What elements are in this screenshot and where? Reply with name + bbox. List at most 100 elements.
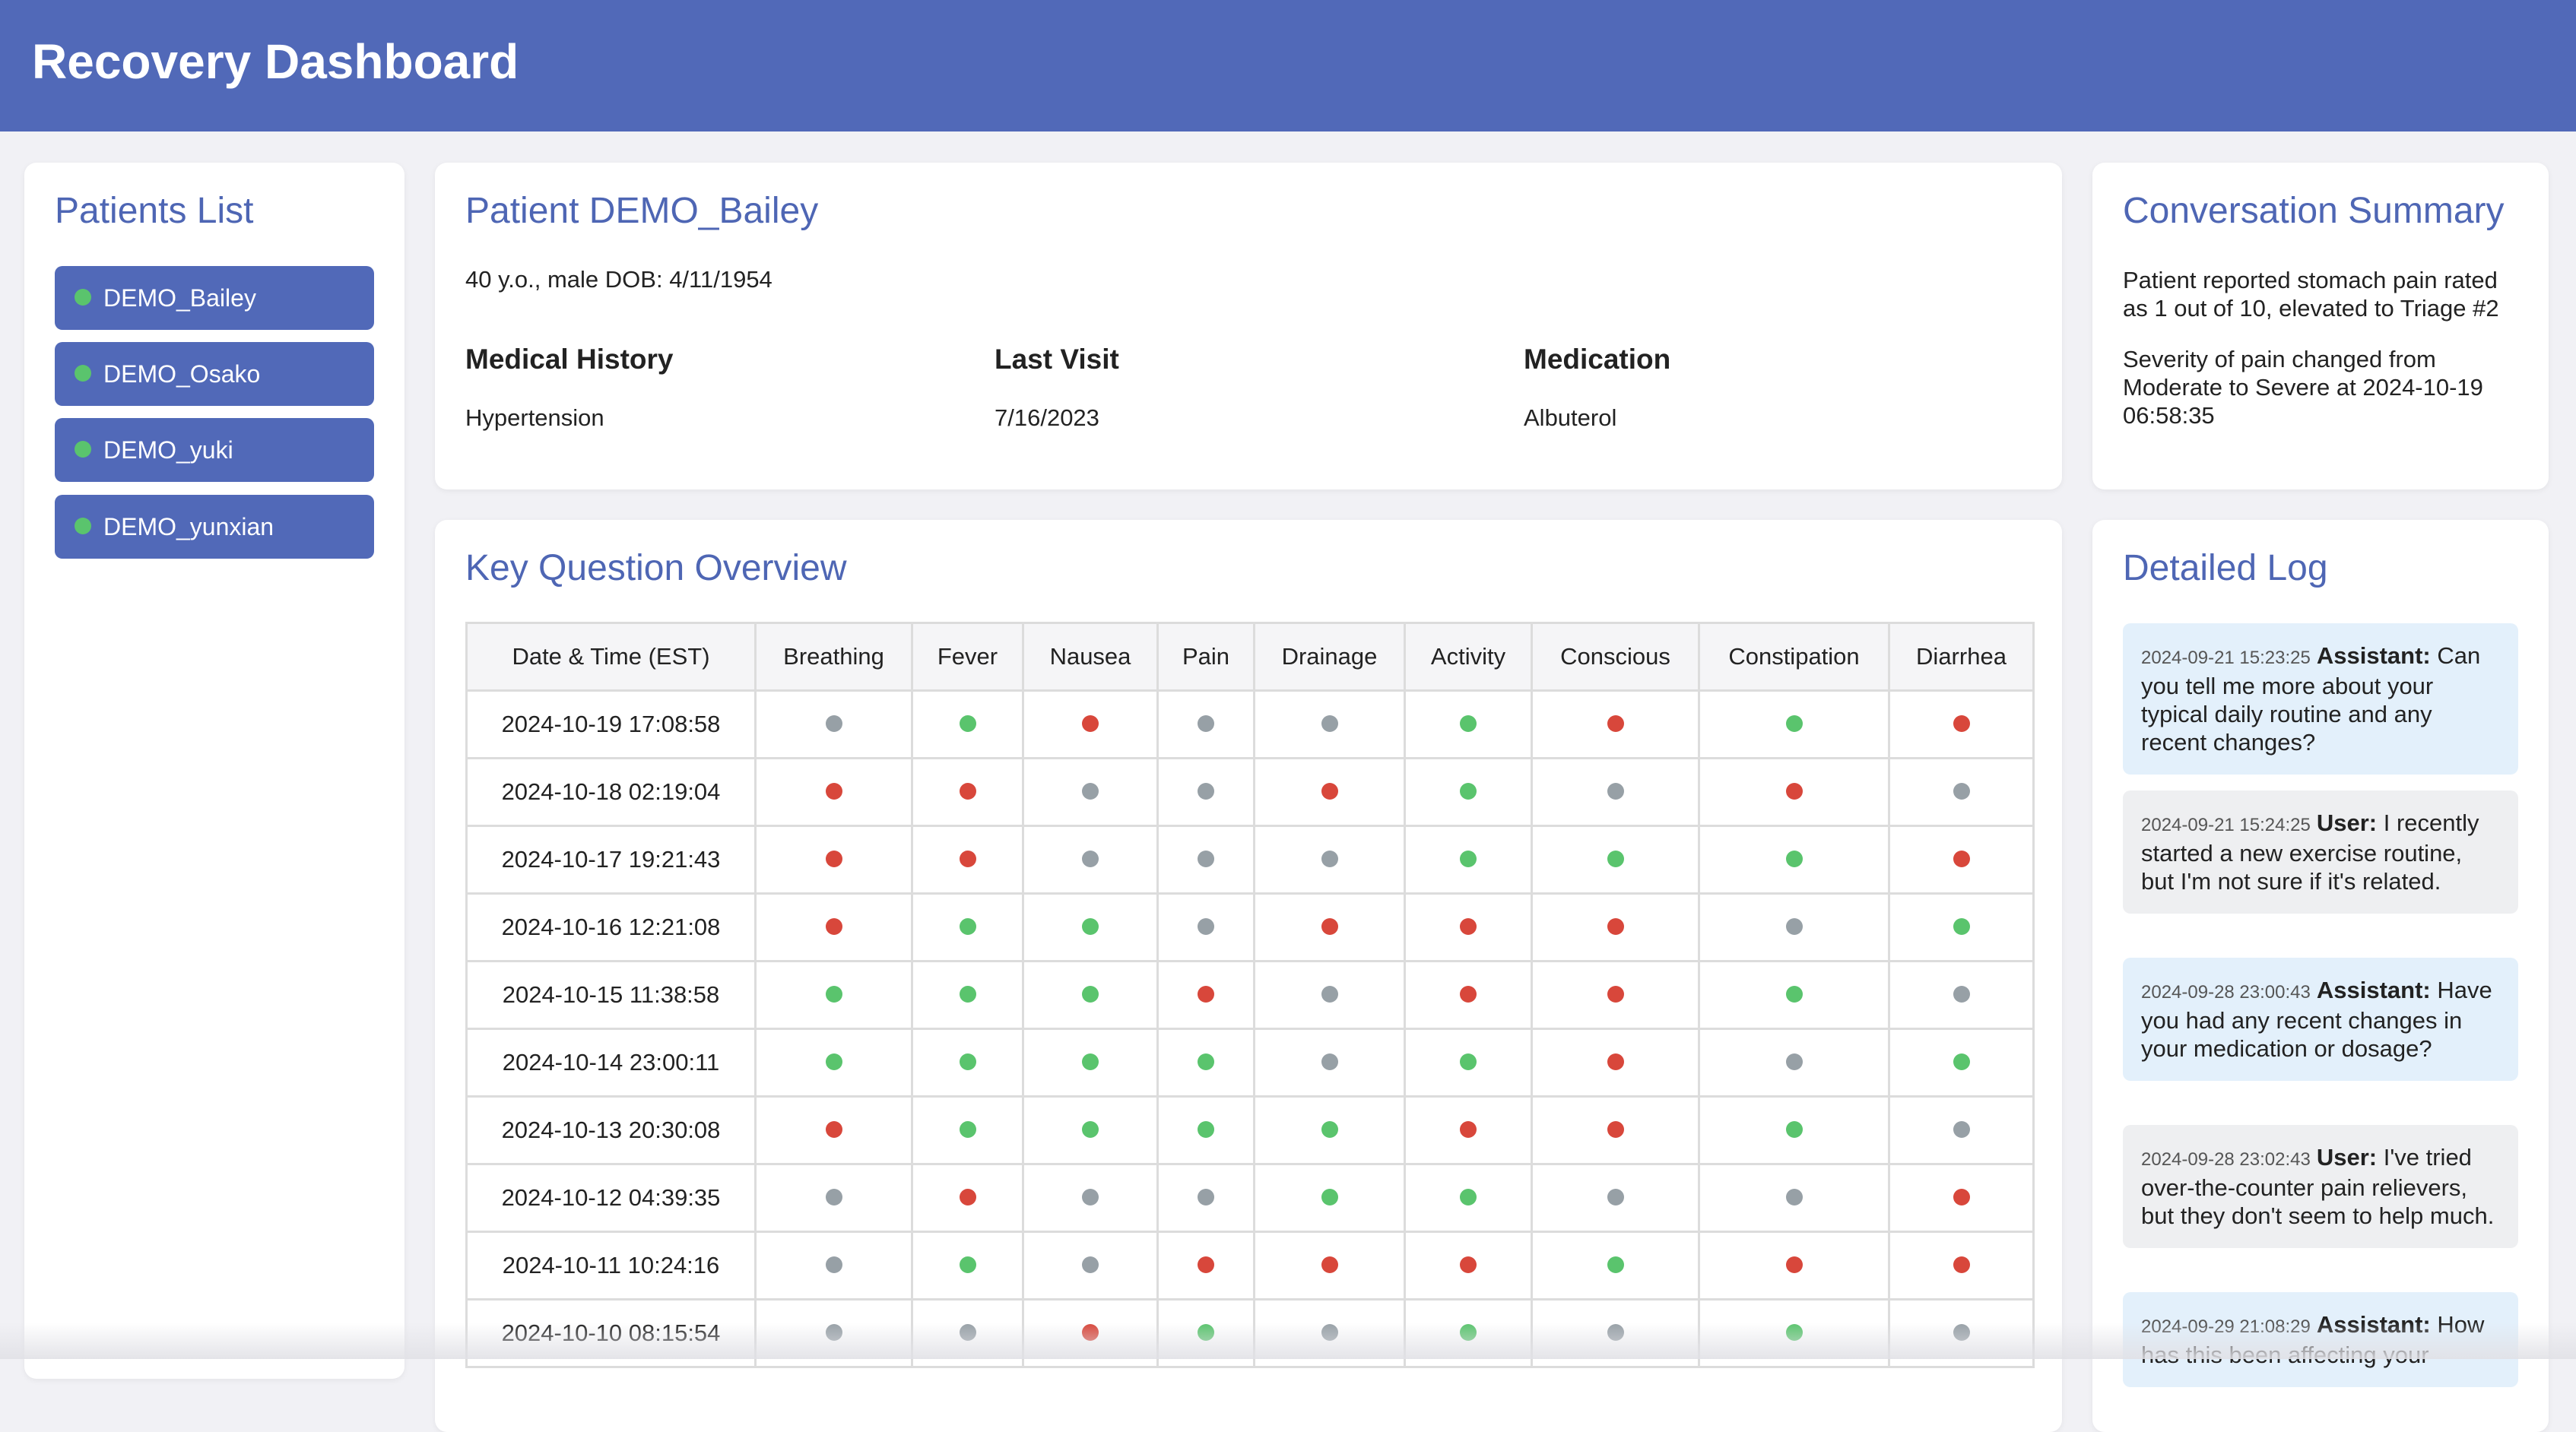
status-cell [911, 1028, 1024, 1098]
medication-section: Medication Albuterol [1524, 344, 1670, 431]
key-question-table: Date & Time (EST) Breathing Fever Nausea Pai… [465, 622, 2035, 1368]
log-timestamp: 2024-09-21 15:23:25 [2141, 648, 2311, 668]
status-cell [1531, 1163, 1700, 1233]
status-cell [1156, 1028, 1255, 1098]
log-text: Have you had any recent changes in your … [2141, 977, 2492, 1062]
status-gray-dot-icon [1785, 918, 1803, 935]
status-green-dot-icon [1198, 1121, 1214, 1138]
status-red-dot-icon [1321, 1256, 1338, 1273]
status-cell [1253, 1163, 1406, 1233]
status-cell [1531, 892, 1700, 962]
patient-item-demo-yuki[interactable]: DEMO_yuki [55, 418, 374, 482]
datetime-cell: 2024-10-17 19:21:43 [465, 825, 757, 895]
status-cell [1531, 1028, 1700, 1098]
status-cell [1404, 825, 1533, 895]
status-green-dot-icon [1082, 1053, 1099, 1070]
status-cell [754, 689, 913, 759]
status-cell [1698, 689, 1890, 759]
status-gray-dot-icon [1321, 851, 1338, 867]
table-header-row: Date & Time (EST) Breathing Fever Nausea Pai… [465, 622, 2035, 692]
status-gray-dot-icon [1198, 783, 1214, 800]
conversation-summary-title: Conversation Summary [2123, 191, 2505, 231]
status-cell [1253, 757, 1406, 827]
status-cell [1404, 757, 1533, 827]
status-cell [1156, 960, 1255, 1030]
column-header: Conscious [1531, 622, 1700, 692]
status-green-dot-icon [1607, 1256, 1624, 1273]
medical-history-label: Medical History [465, 344, 674, 375]
status-cell [1888, 1028, 2035, 1098]
status-gray-dot-icon [1607, 1189, 1624, 1205]
status-green-dot-icon [1460, 1053, 1477, 1070]
datetime-cell: 2024-10-12 04:39:35 [465, 1163, 757, 1233]
status-cell [1253, 689, 1406, 759]
status-dot-icon [75, 365, 91, 382]
status-cell [754, 825, 913, 895]
status-cell [1404, 1028, 1533, 1098]
patient-item-demo-bailey[interactable]: DEMO_Bailey [55, 266, 374, 330]
status-cell [1156, 1163, 1255, 1233]
medication-value: Albuterol [1524, 404, 1617, 431]
patient-item-label: DEMO_yunxian [103, 513, 274, 540]
status-green-dot-icon [1607, 851, 1624, 867]
status-cell [1888, 825, 2035, 895]
status-green-dot-icon [959, 1121, 976, 1138]
status-green-dot-icon [1953, 918, 1970, 935]
column-header: Fever [911, 622, 1024, 692]
last-visit-value: 7/16/2023 [995, 404, 1099, 431]
status-gray-dot-icon [1953, 1121, 1970, 1138]
datetime-cell: 2024-10-13 20:30:08 [465, 1095, 757, 1165]
overview-title: Key Question Overview [465, 548, 847, 588]
status-gray-dot-icon [1082, 1189, 1099, 1205]
status-gray-dot-icon [1321, 715, 1338, 732]
table-row: 2024-10-17 19:21:43 [465, 825, 2035, 895]
log-entry-assistant: 2024-09-21 15:23:25 Assistant: Can you te… [2123, 623, 2518, 775]
datetime-cell: 2024-10-14 23:00:11 [465, 1028, 757, 1098]
status-cell [1156, 689, 1255, 759]
table-row: 2024-10-19 17:08:58 [465, 689, 2035, 759]
status-gray-dot-icon [1082, 1256, 1099, 1273]
status-red-dot-icon [1607, 1121, 1624, 1138]
status-gray-dot-icon [1198, 1189, 1214, 1205]
status-cell [1404, 1095, 1533, 1165]
status-red-dot-icon [1198, 1256, 1214, 1273]
status-cell [1022, 892, 1159, 962]
status-cell [1404, 960, 1533, 1030]
status-cell [754, 892, 913, 962]
patient-details-panel: Patient DEMO_Bailey 40 y.o., male DOB: 4… [435, 163, 2062, 489]
datetime-cell: 2024-10-15 11:38:58 [465, 960, 757, 1030]
status-green-dot-icon [1460, 1189, 1477, 1205]
patient-item-demo-yunxian[interactable]: DEMO_yunxian [55, 495, 374, 559]
status-red-dot-icon [825, 918, 842, 935]
patient-item-demo-osako[interactable]: DEMO_Osako [55, 342, 374, 406]
status-red-dot-icon [1607, 918, 1624, 935]
status-red-dot-icon [825, 851, 842, 867]
summary-paragraph: Patient reported stomach pain rated as 1… [2123, 267, 2499, 322]
status-red-dot-icon [1198, 986, 1214, 1003]
column-header: Constipation [1698, 622, 1890, 692]
status-cell [911, 825, 1024, 895]
patient-item-label: DEMO_Bailey [103, 284, 256, 312]
log-timestamp: 2024-09-21 15:24:25 [2141, 815, 2311, 835]
status-red-dot-icon [1785, 1256, 1803, 1273]
status-gray-dot-icon [1198, 918, 1214, 935]
status-cell [754, 1095, 913, 1165]
status-cell [1698, 1231, 1890, 1301]
column-header: Date & Time (EST) [465, 622, 757, 692]
detailed-log-title: Detailed Log [2123, 548, 2328, 588]
status-cell [911, 689, 1024, 759]
status-gray-dot-icon [1785, 1053, 1803, 1070]
status-green-dot-icon [959, 1256, 976, 1273]
datetime-cell: 2024-10-16 12:21:08 [465, 892, 757, 962]
status-red-dot-icon [1321, 918, 1338, 935]
status-cell [1531, 1095, 1700, 1165]
status-cell [1698, 1163, 1890, 1233]
status-cell [1531, 1231, 1700, 1301]
status-red-dot-icon [1460, 918, 1477, 935]
status-cell [1253, 1231, 1406, 1301]
status-gray-dot-icon [1082, 783, 1099, 800]
patients-list-panel: Patients List DEMO_Bailey DEMO_Osako DEM… [24, 163, 404, 1379]
status-gray-dot-icon [1321, 1053, 1338, 1070]
status-cell [754, 1163, 913, 1233]
last-visit-label: Last Visit [995, 344, 1119, 375]
